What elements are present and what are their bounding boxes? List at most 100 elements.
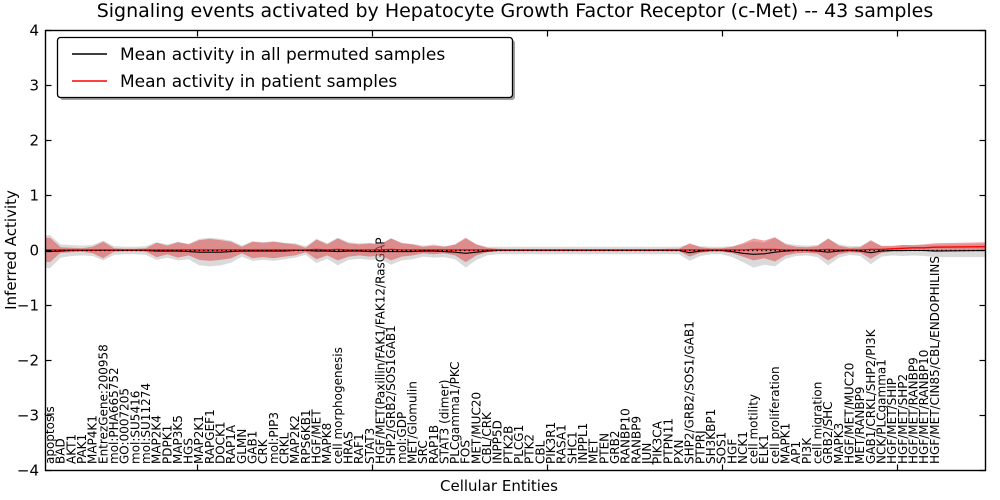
x-category-label: apoptosis xyxy=(43,406,57,464)
x-category-label: RANBP9 xyxy=(629,416,643,464)
x-category-label: SH3KBP1 xyxy=(704,409,718,464)
x-category-label: RAP1B xyxy=(427,425,441,464)
x-category-label: mol:PHA665752 xyxy=(107,367,121,464)
x-category-label: mol:SU11274 xyxy=(139,383,153,464)
x-category-label: CRKL xyxy=(278,432,292,464)
x-axis-label: Cellular Entities xyxy=(440,477,558,495)
x-category-label: MAP2K2 xyxy=(288,415,302,464)
x-category-label: HRAS xyxy=(342,431,356,464)
x-category-label: cell morphogenesis xyxy=(331,347,345,464)
y-tick-label: −4 xyxy=(17,462,39,480)
x-category-label: GAB1/CRKL/SHP2/PI3K xyxy=(864,328,878,464)
x-category-label: cell migration xyxy=(811,382,825,464)
x-category-label: HGF xyxy=(725,439,739,464)
x-category-label: GAB1 xyxy=(246,431,260,464)
x-category-label: GRB2/SHC xyxy=(821,401,835,464)
x-category-label: MAP2K4 xyxy=(150,415,164,464)
x-category-label: MET/MUC20 xyxy=(469,392,483,464)
x-category-label: INPP5D xyxy=(491,420,505,464)
y-tick-label: 4 xyxy=(29,22,39,40)
line-layer xyxy=(45,246,986,255)
x-category-label: RAF1 xyxy=(352,433,366,464)
x-category-label: CBL xyxy=(533,440,547,464)
x-category-label: PAK1 xyxy=(75,434,89,464)
x-category-label: GRB2 xyxy=(608,430,622,464)
x-category-label: RASA1 xyxy=(555,424,569,464)
x-category-label: HGF/MET/MUC20 xyxy=(843,363,857,464)
legend-box xyxy=(56,36,514,99)
x-category-label: CRK xyxy=(256,438,270,464)
x-category-label: GLMN xyxy=(235,429,249,464)
x-category-label: mol:PIP3 xyxy=(267,412,281,464)
chart-title: Signaling events activated by Hepatocyte… xyxy=(97,0,934,22)
legend: Mean activity in all permuted samples Me… xyxy=(56,36,515,100)
y-tick-label: 3 xyxy=(29,77,39,95)
x-category-label: PI3K xyxy=(800,437,814,464)
x-category-label: NCK1 xyxy=(736,431,750,464)
axis-ticks xyxy=(45,29,986,472)
x-category-label: MET/Glomulin xyxy=(405,381,419,464)
x-category-label: MAP3K5 xyxy=(171,415,185,464)
x-category-label: JUN xyxy=(640,443,654,465)
y-tick-label: 1 xyxy=(29,187,39,205)
x-category-label: SHP2/GRB2/SOS1/GAB1 xyxy=(683,321,697,464)
x-category-label: PLCgamma1/PKC xyxy=(448,361,462,464)
x-category-label: mol:GDP xyxy=(395,412,409,464)
x-category-label: mol:SU5416 xyxy=(128,391,142,464)
x-category-label: MET/RANBP9 xyxy=(853,387,867,464)
x-category-label: HGS xyxy=(182,438,196,464)
x-category-labels: apoptosisBADAKT1PAK1MAP4K1EntrezGene:200… xyxy=(43,237,942,465)
x-category-label: HGF/MET/RANBP10 xyxy=(917,350,931,464)
x-category-label: HGF/MET/SHP2 xyxy=(896,374,910,464)
y-tick-label: −3 xyxy=(17,407,39,425)
x-category-label: EntrezGene:200958 xyxy=(96,344,110,464)
x-category-label: MAP2K1 xyxy=(192,415,206,464)
x-category-label: PDPK1 xyxy=(160,425,174,464)
x-category-label: PIK3CA xyxy=(651,420,665,464)
x-category-label: RAPGEF1 xyxy=(203,409,217,464)
x-category-label: NCK/PLCgamma1 xyxy=(875,359,889,464)
x-category-label: HGF/MET xyxy=(310,409,324,464)
y-tick-label: 2 xyxy=(29,132,39,150)
x-category-label: cell motility xyxy=(747,394,761,464)
x-category-label: STAT3 (dimer) xyxy=(437,380,451,464)
x-category-label: INPPL1 xyxy=(576,423,590,464)
x-category-label: STAT3 xyxy=(363,428,377,464)
x-category-label: ELK1 xyxy=(757,434,771,464)
x-category-label: MAP4K1 xyxy=(86,415,100,464)
x-category-label: DOCK1 xyxy=(214,421,228,464)
x-category-label: SOS1 xyxy=(715,432,729,464)
x-category-label: SRC xyxy=(416,440,430,464)
y-tick-label: −2 xyxy=(17,352,39,370)
legend-label-patient-samples: Mean activity in patient samples xyxy=(120,72,397,92)
x-category-label: RAP1A xyxy=(224,424,238,464)
x-category-label: MAPK8 xyxy=(320,423,334,464)
x-category-label: HGF/MET/CIN85/CBL/ENDOPHILINS xyxy=(928,256,942,464)
x-category-label: PTK2 xyxy=(523,434,537,464)
x-category-label: HGF/MET(Paxillin/FAK1/FAK12/RasGAP xyxy=(374,237,388,464)
x-category-label: PTEN xyxy=(597,433,611,464)
x-category-label: SHC1 xyxy=(565,431,579,464)
x-category-label: PTPN11 xyxy=(661,418,675,464)
x-category-label: HGF/MET/RANBP9 xyxy=(907,357,921,464)
x-category-label: SHP2/GRB2/SOS1GAB1 xyxy=(384,325,398,464)
x-category-label: MAPK1 xyxy=(779,423,793,464)
y-tick-label: 0 xyxy=(29,242,39,260)
permuted-range-band xyxy=(45,235,986,269)
legend-label-permuted-samples: Mean activity in all permuted samples xyxy=(120,45,445,65)
x-category-label: AP1 xyxy=(789,441,803,464)
x-category-label: PTK2B xyxy=(501,426,515,464)
x-category-label: BAD xyxy=(54,438,68,464)
x-category-label: AKT1 xyxy=(64,434,78,464)
x-category-label: PIK3R1 xyxy=(544,422,558,464)
x-category-label: CBL/CRK xyxy=(480,411,494,464)
x-category-label: HGF/MET/SHIP xyxy=(885,378,899,464)
y-tick-label: −1 xyxy=(17,297,39,315)
x-category-label: MAPK3 xyxy=(832,423,846,464)
y-tick-labels: 4 3 2 1 0 −1 −2 −3 −4 xyxy=(17,22,39,480)
x-category-label: MET xyxy=(587,438,601,464)
y-axis-label: Inferred Activity xyxy=(2,190,20,310)
x-category-label: GO:0007205 xyxy=(118,388,132,464)
x-category-label: RPS6KB1 xyxy=(299,409,313,464)
